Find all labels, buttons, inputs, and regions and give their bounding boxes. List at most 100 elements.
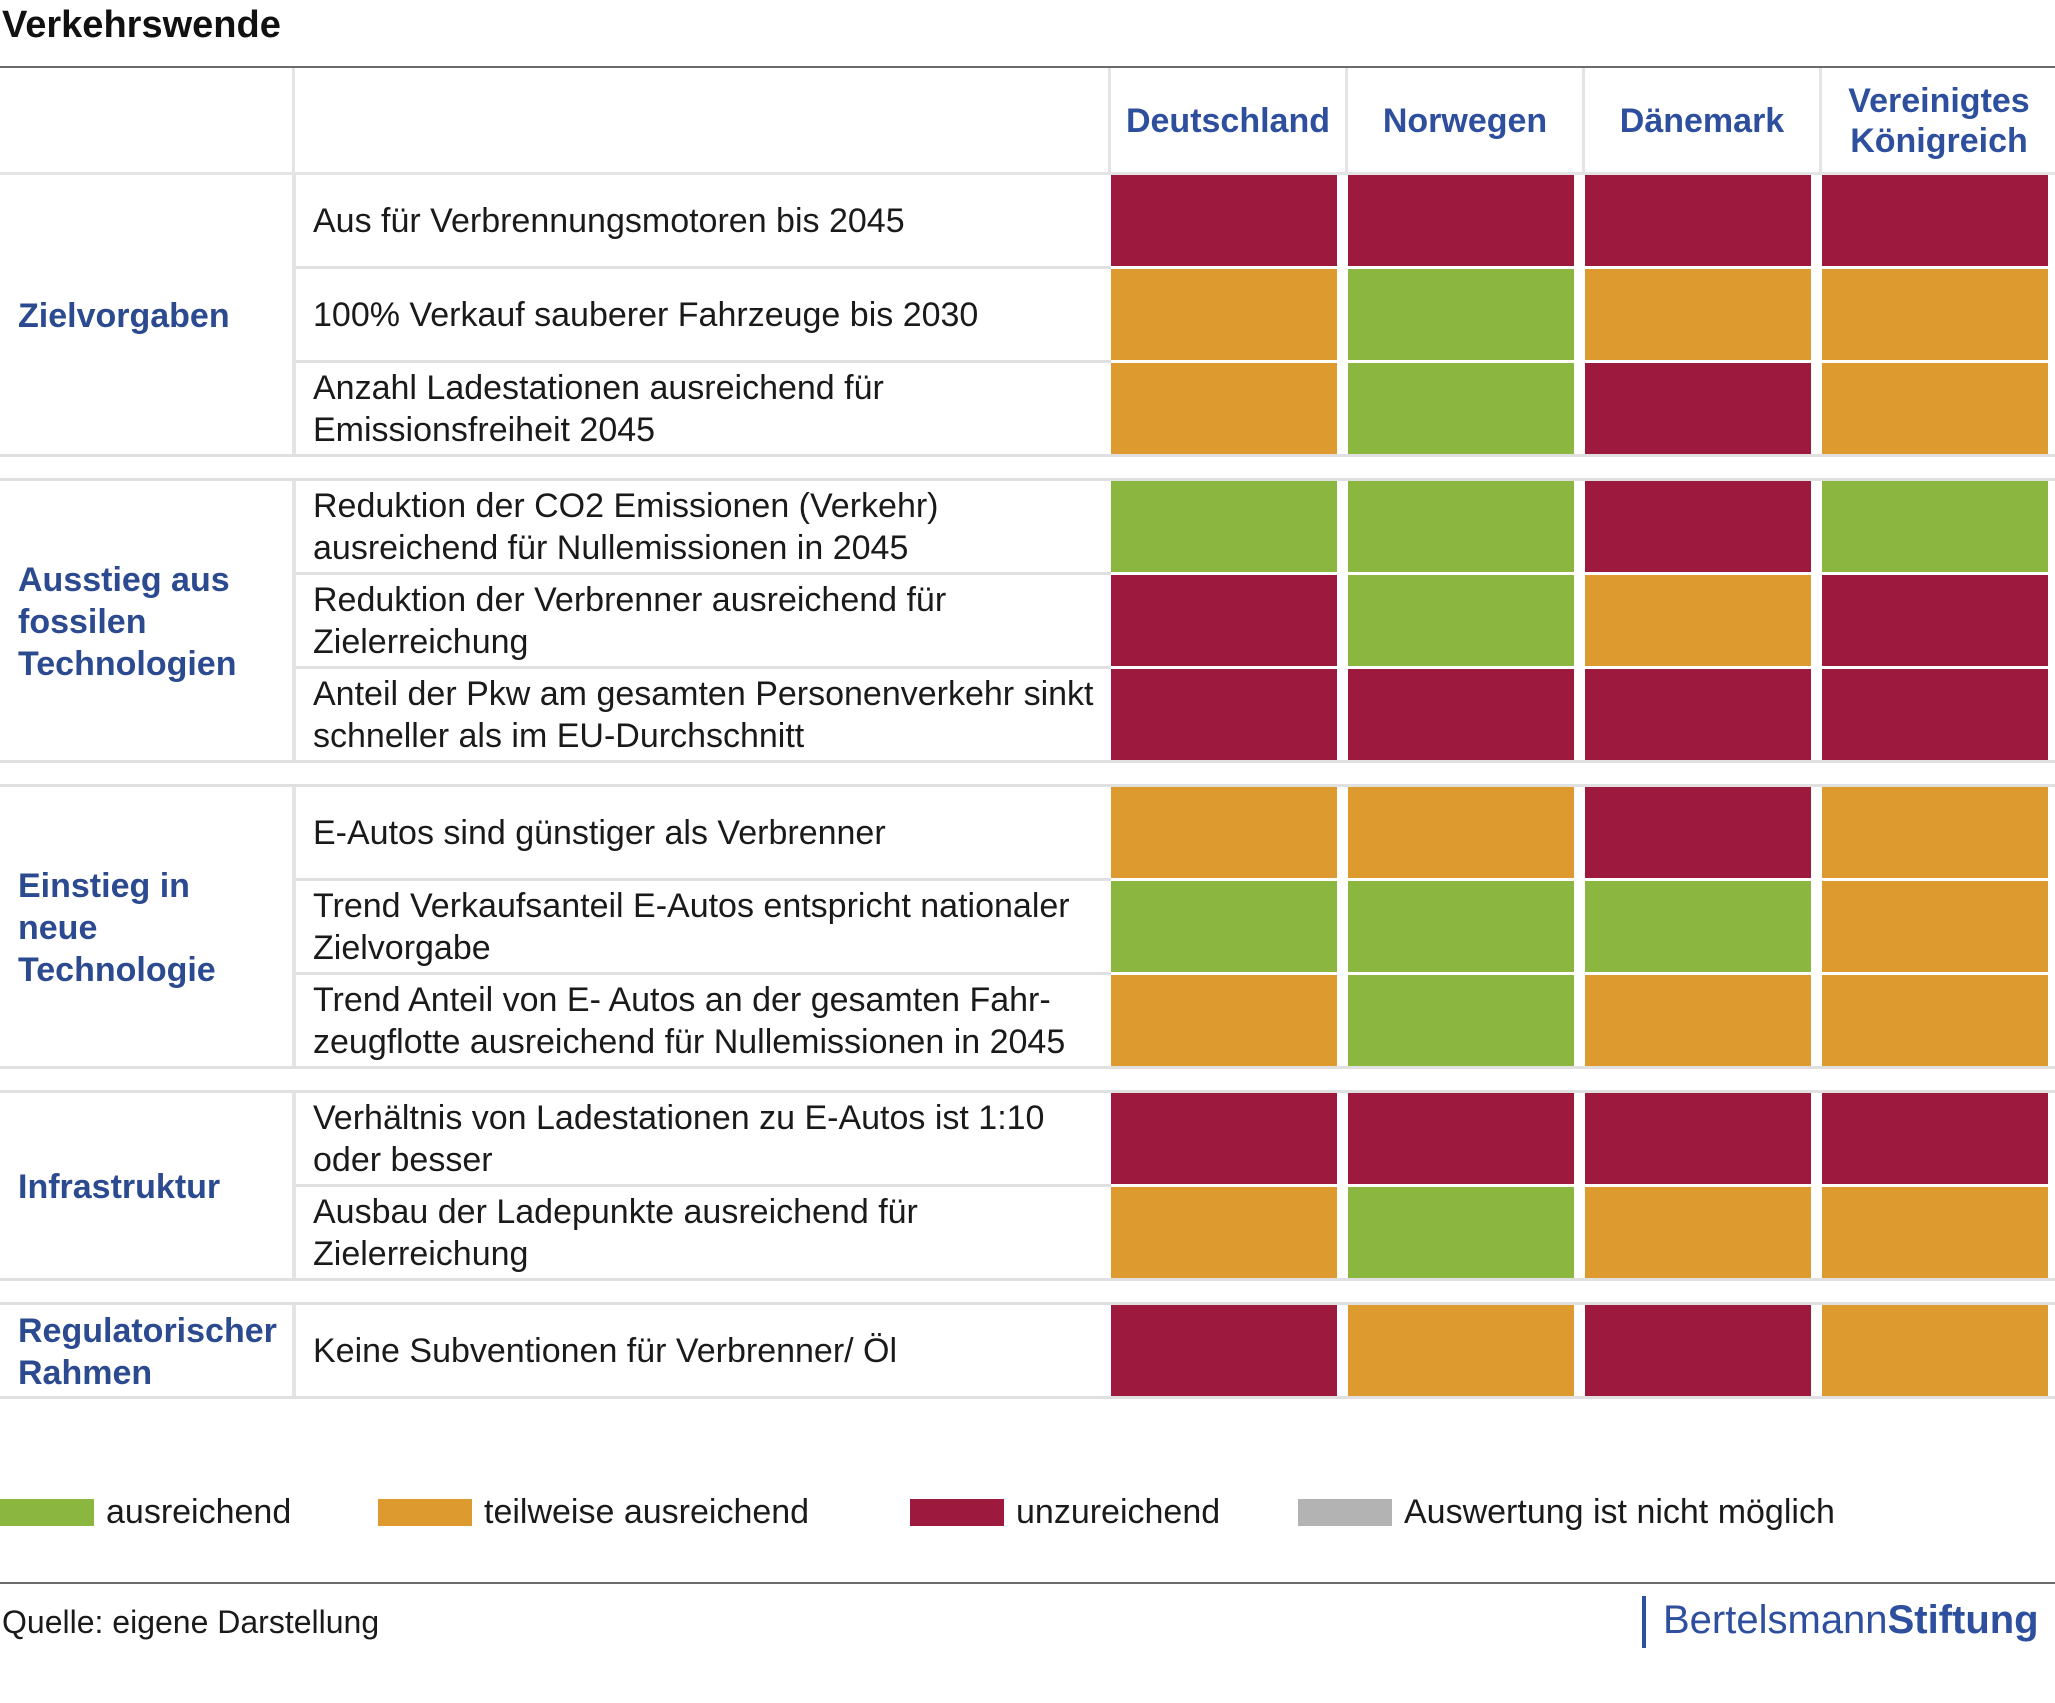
group-divider (0, 478, 2055, 481)
rating-cell-unzureichend (1111, 575, 1337, 666)
rating-cell-unzureichend (1585, 481, 1811, 572)
brand-part1: Bertelsmann (1663, 1598, 1888, 1642)
row-divider (296, 666, 1111, 669)
column-header: Norwegen (1382, 101, 1548, 140)
rating-cell-ausreichend (1348, 363, 1574, 454)
rating-cell-teilweise (1822, 363, 2048, 454)
rating-cell-teilweise (1822, 787, 2048, 878)
rating-cell-teilweise (1585, 269, 1811, 360)
legend-item: ausreichend (0, 1493, 291, 1532)
group-separator (292, 481, 296, 763)
rating-cell-ausreichend (1348, 1187, 1574, 1278)
group-label: Infrastruktur (18, 1168, 221, 1206)
brand-logo: BertelsmannStiftung (1663, 1598, 2039, 1643)
rating-cell-unzureichend (1111, 175, 1337, 266)
legend-swatch (910, 1499, 1004, 1526)
rating-cell-unzureichend (1585, 175, 1811, 266)
rating-cell-ausreichend (1822, 481, 2048, 572)
criterion-label: Ausbau der Ladepunkte ausreichend für Zi… (313, 1192, 918, 1273)
header-separator (292, 68, 295, 173)
rating-cell-teilweise (1111, 363, 1337, 454)
row-divider (296, 972, 1111, 975)
rating-cell-teilweise (1111, 269, 1337, 360)
group-label: Zielvorgaben (18, 297, 230, 335)
bottom-rule (0, 1582, 2055, 1584)
legend-item: Auswertung ist nicht möglich (1298, 1493, 1835, 1532)
header-separator (1108, 68, 1111, 173)
brand-bar (1642, 1596, 1646, 1648)
rating-cell-unzureichend (1111, 1305, 1337, 1396)
legend-swatch (1298, 1499, 1392, 1526)
group-separator (292, 175, 296, 457)
rating-cell-teilweise (1822, 1187, 2048, 1278)
legend-label: ausreichend (106, 1493, 292, 1531)
rating-cell-teilweise (1585, 1187, 1811, 1278)
row-divider (296, 266, 1111, 269)
group-divider (0, 1066, 2055, 1069)
rating-cell-unzureichend (1585, 1305, 1811, 1396)
row-divider (296, 878, 1111, 881)
rating-cell-unzureichend (1348, 669, 1574, 760)
rating-cell-teilweise (1585, 575, 1811, 666)
legend-label: Auswertung ist nicht möglich (1404, 1493, 1835, 1531)
rating-cell-unzureichend (1348, 175, 1574, 266)
rating-cell-unzureichend (1585, 363, 1811, 454)
rating-cell-unzureichend (1111, 669, 1337, 760)
row-divider (296, 360, 1111, 363)
rating-cell-ausreichend (1348, 269, 1574, 360)
group-label: Einstieg in neue Technologie (18, 867, 216, 989)
header-separator (1345, 68, 1348, 173)
legend-item: teilweise ausreichend (378, 1493, 809, 1532)
rating-cell-unzureichend (1822, 175, 2048, 266)
rating-cell-ausreichend (1111, 481, 1337, 572)
group-label: Regulatorischer Rahmen (18, 1312, 277, 1392)
column-header: Deutschland (1125, 101, 1331, 140)
row-divider (296, 572, 1111, 575)
group-divider (0, 784, 2055, 787)
rating-cell-ausreichend (1111, 881, 1337, 972)
rating-cell-ausreichend (1348, 881, 1574, 972)
criterion-label: Reduktion der Verbrenner ausreichend für… (313, 580, 947, 661)
legend-label: unzureichend (1016, 1493, 1221, 1531)
column-header: Dänemark (1619, 101, 1785, 140)
criterion-label: Anzahl Ladestationen ausreichend für Emi… (313, 368, 884, 449)
rating-cell-unzureichend (1822, 575, 2048, 666)
group-separator (292, 1093, 296, 1281)
criterion-label: Keine Subventionen für Verbrenner/ Öl (313, 1331, 898, 1370)
rating-cell-teilweise (1111, 975, 1337, 1066)
rating-cell-teilweise (1822, 975, 2048, 1066)
criterion-label: 100% Verkauf sauberer Fahrzeuge bis 2030 (313, 295, 979, 334)
rating-cell-teilweise (1111, 1187, 1337, 1278)
rating-cell-ausreichend (1585, 881, 1811, 972)
header-rule (0, 172, 2055, 175)
source-note: Quelle: eigene Darstellung (2, 1604, 380, 1640)
header-separator (1582, 68, 1585, 173)
rating-cell-ausreichend (1348, 975, 1574, 1066)
rating-cell-unzureichend (1348, 1093, 1574, 1184)
group-divider (0, 760, 2055, 763)
header-separator (1819, 68, 1822, 173)
legend-label: teilweise ausreichend (484, 1493, 810, 1531)
rating-cell-ausreichend (1348, 481, 1574, 572)
rating-cell-teilweise (1111, 787, 1337, 878)
top-rule (0, 66, 2055, 68)
group-divider (0, 1090, 2055, 1093)
criterion-label: Verhältnis von Ladestationen zu E-Autos … (313, 1098, 1045, 1179)
chart-title: Verkehrswende (2, 4, 281, 46)
group-separator (292, 1305, 296, 1399)
legend-swatch (378, 1499, 472, 1526)
criterion-label: Trend Anteil von E- Autos an der gesamte… (313, 980, 1066, 1061)
brand-part2: Stiftung (1887, 1598, 2039, 1642)
rating-cell-unzureichend (1585, 787, 1811, 878)
rating-cell-ausreichend (1348, 575, 1574, 666)
group-divider (0, 454, 2055, 457)
table-bottom-line (0, 1396, 2055, 1399)
criterion-label: Reduktion der CO2 Emissionen (Verkehr) a… (313, 486, 939, 567)
criterion-label: Trend Verkaufsanteil E-Autos entspricht … (313, 886, 1070, 967)
rating-cell-unzureichend (1585, 669, 1811, 760)
column-header: Vereinigtes Königreich (1848, 81, 2030, 160)
rating-cell-teilweise (1822, 269, 2048, 360)
rating-cell-teilweise (1822, 881, 2048, 972)
group-divider (0, 1302, 2055, 1305)
rating-cell-unzureichend (1111, 1093, 1337, 1184)
